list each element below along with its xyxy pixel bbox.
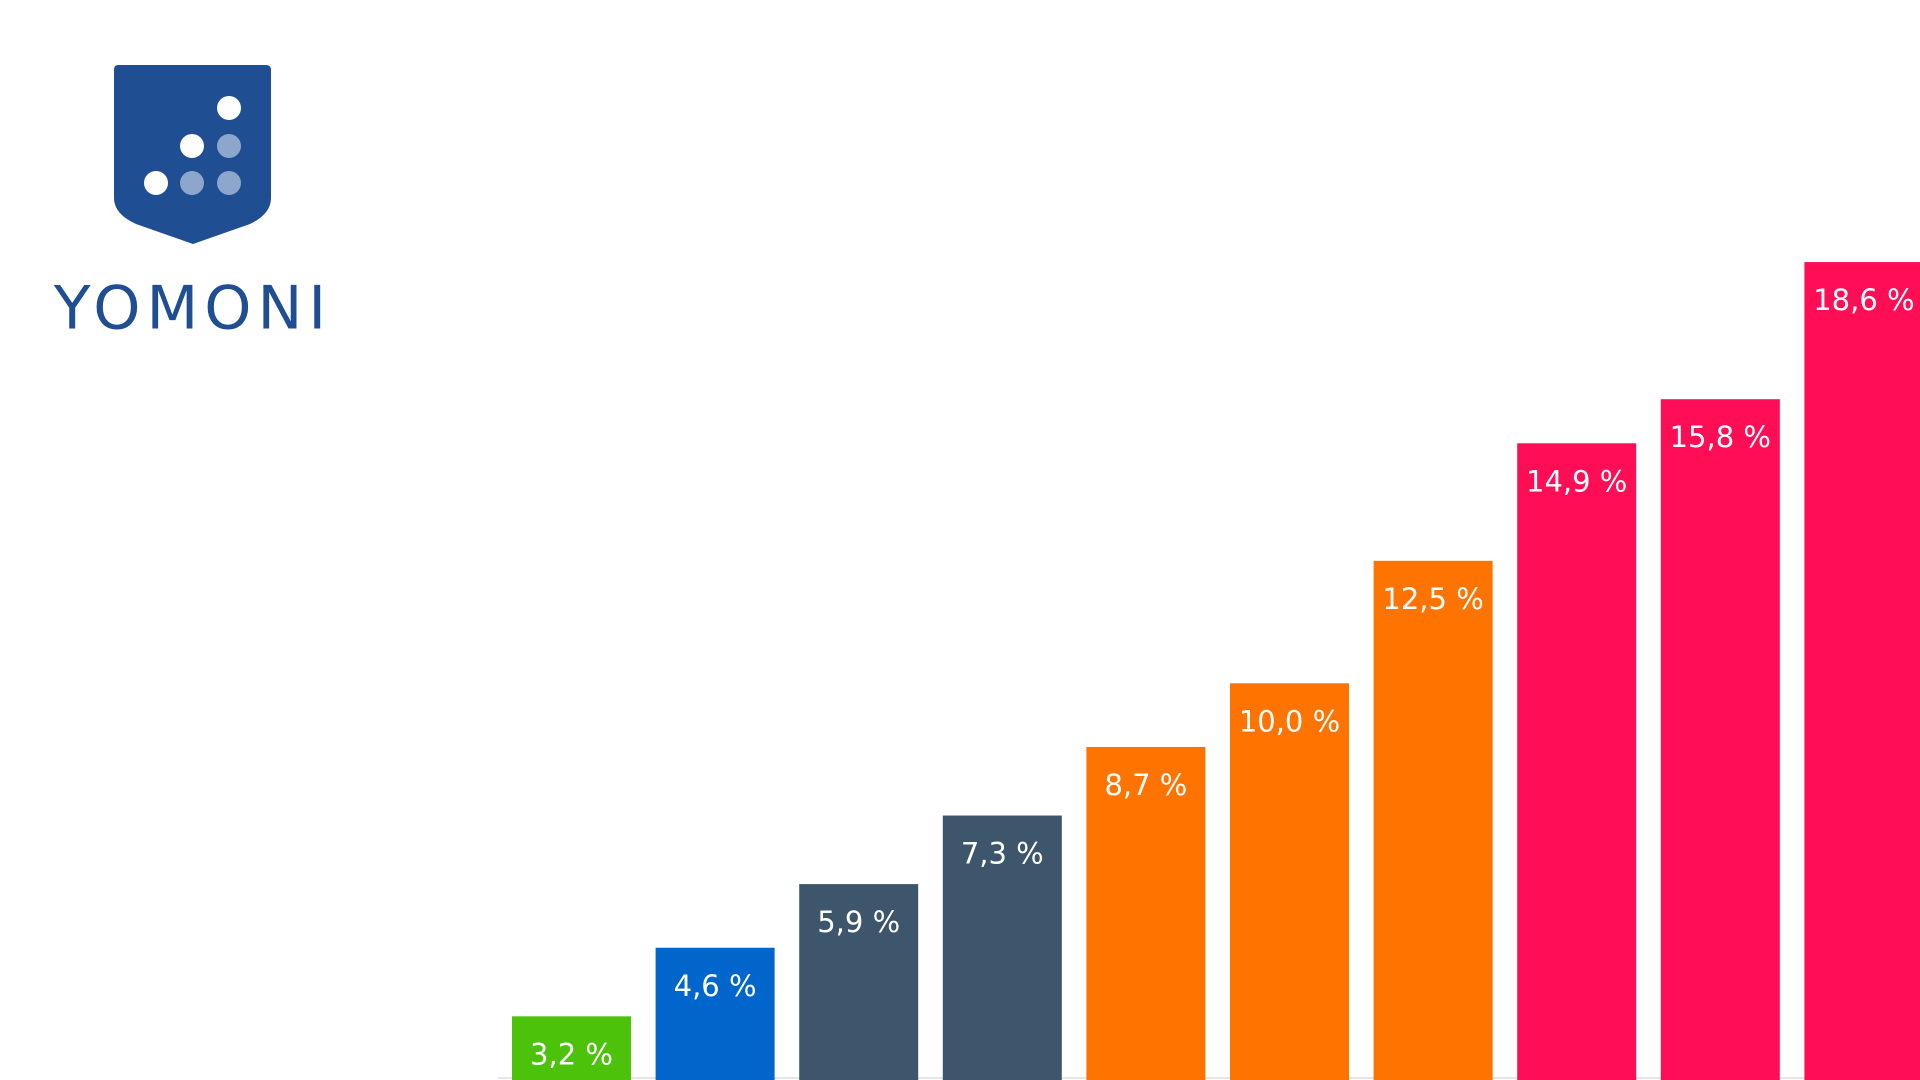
value-label: 10,0 %: [1239, 704, 1340, 738]
logo-dot: [144, 171, 168, 195]
bar: [1517, 443, 1637, 1080]
logo-dot: [217, 134, 241, 158]
value-label: 14,9 %: [1526, 464, 1627, 498]
logo-dot: [180, 134, 204, 158]
bar: [1660, 399, 1780, 1080]
bar: [942, 815, 1062, 1080]
value-label: 18,6 %: [1813, 283, 1914, 317]
value-label: 7,3 %: [961, 837, 1044, 871]
bar: [1086, 746, 1206, 1080]
bar: [799, 884, 919, 1080]
logo-dot: [180, 171, 204, 195]
logo-text: YOMONI: [53, 274, 332, 344]
value-label: 3,2 %: [530, 1037, 613, 1071]
logo-dot: [217, 96, 241, 120]
bar: [1373, 560, 1493, 1080]
value-label: 5,9 %: [817, 905, 900, 939]
logo-dot: [217, 171, 241, 195]
logo: YOMONI: [53, 65, 332, 344]
value-label: 4,6 %: [674, 969, 757, 1003]
value-label: 8,7 %: [1104, 768, 1187, 802]
bar: [1230, 683, 1349, 1080]
bar: [512, 1016, 631, 1080]
value-label: 15,8 %: [1670, 420, 1771, 454]
value-label: 12,5 %: [1382, 582, 1483, 616]
bar: [655, 947, 775, 1080]
bar: [1804, 262, 1920, 1080]
